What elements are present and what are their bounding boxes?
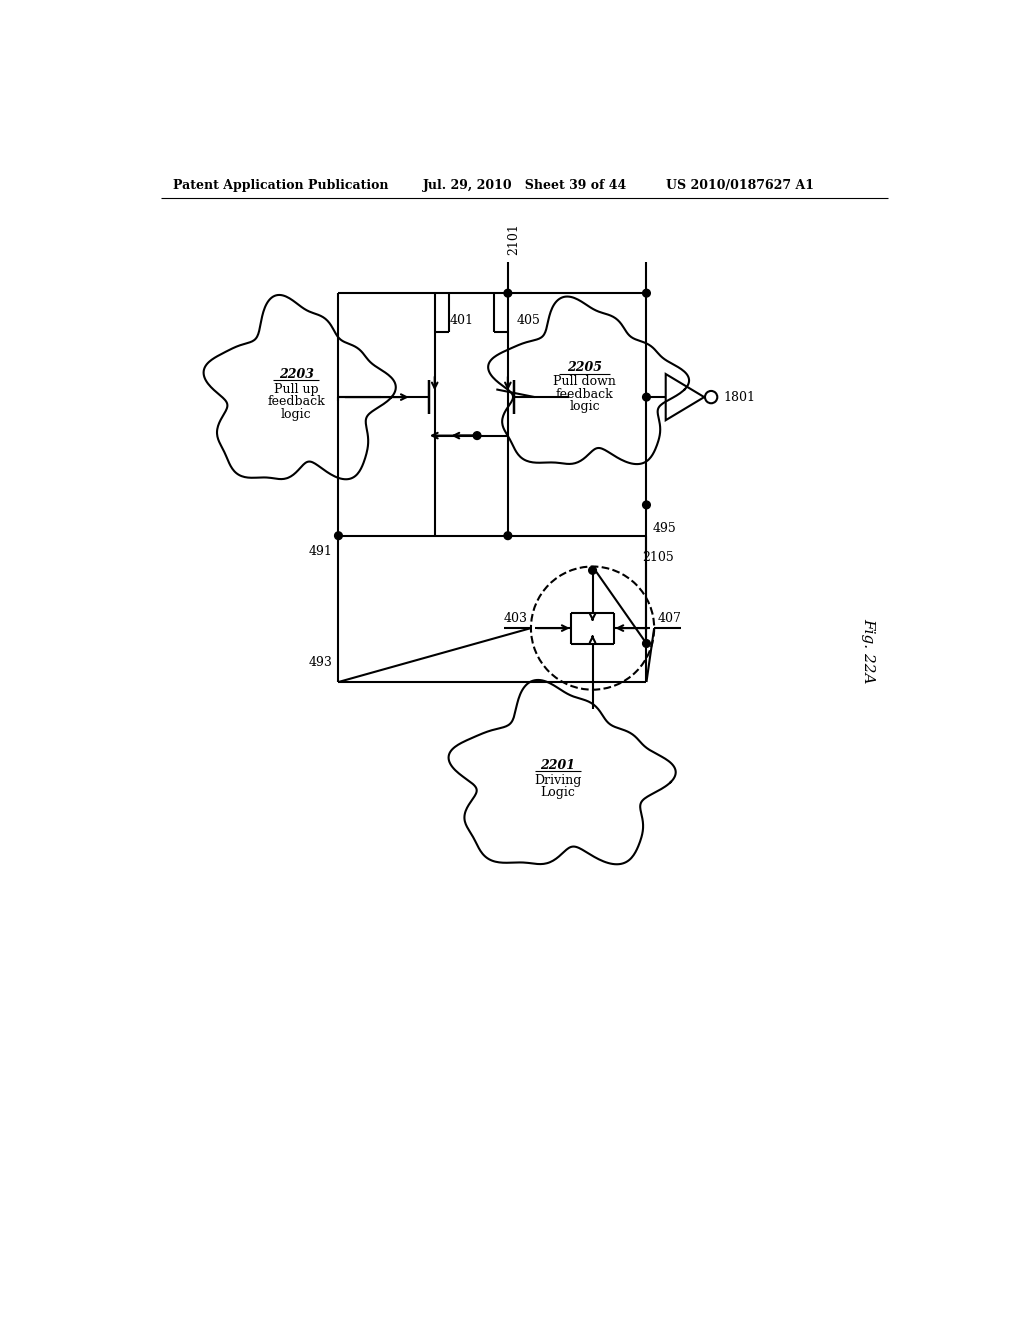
Text: 2203: 2203 <box>279 367 313 380</box>
Text: 493: 493 <box>308 656 333 669</box>
Circle shape <box>643 640 650 647</box>
Circle shape <box>335 532 342 540</box>
Text: 407: 407 <box>657 612 682 626</box>
Circle shape <box>504 289 512 297</box>
Text: Logic: Logic <box>541 787 575 800</box>
Text: Pull up: Pull up <box>273 383 318 396</box>
Text: feedback: feedback <box>556 388 613 400</box>
Text: Pull down: Pull down <box>553 375 616 388</box>
Text: Driving: Driving <box>535 774 582 787</box>
Text: US 2010/0187627 A1: US 2010/0187627 A1 <box>666 178 814 191</box>
Text: 495: 495 <box>652 521 677 535</box>
Text: 2201: 2201 <box>541 759 575 772</box>
Text: Patent Application Publication: Patent Application Publication <box>173 178 388 191</box>
Text: logic: logic <box>281 408 311 421</box>
Text: 2101: 2101 <box>507 223 520 255</box>
Text: 1801: 1801 <box>724 391 756 404</box>
Text: 401: 401 <box>451 314 474 326</box>
Text: 405: 405 <box>517 314 541 326</box>
Text: feedback: feedback <box>267 395 325 408</box>
Text: logic: logic <box>569 400 600 413</box>
Circle shape <box>643 393 650 401</box>
Circle shape <box>643 289 650 297</box>
Circle shape <box>589 566 596 574</box>
Text: Fig. 22A: Fig. 22A <box>861 619 876 684</box>
Circle shape <box>643 502 650 508</box>
Text: 491: 491 <box>308 545 333 557</box>
Text: 2105: 2105 <box>643 550 675 564</box>
Circle shape <box>473 432 481 440</box>
Circle shape <box>504 532 512 540</box>
Text: 2205: 2205 <box>567 362 602 375</box>
Text: 403: 403 <box>504 612 527 626</box>
Text: Jul. 29, 2010   Sheet 39 of 44: Jul. 29, 2010 Sheet 39 of 44 <box>423 178 628 191</box>
